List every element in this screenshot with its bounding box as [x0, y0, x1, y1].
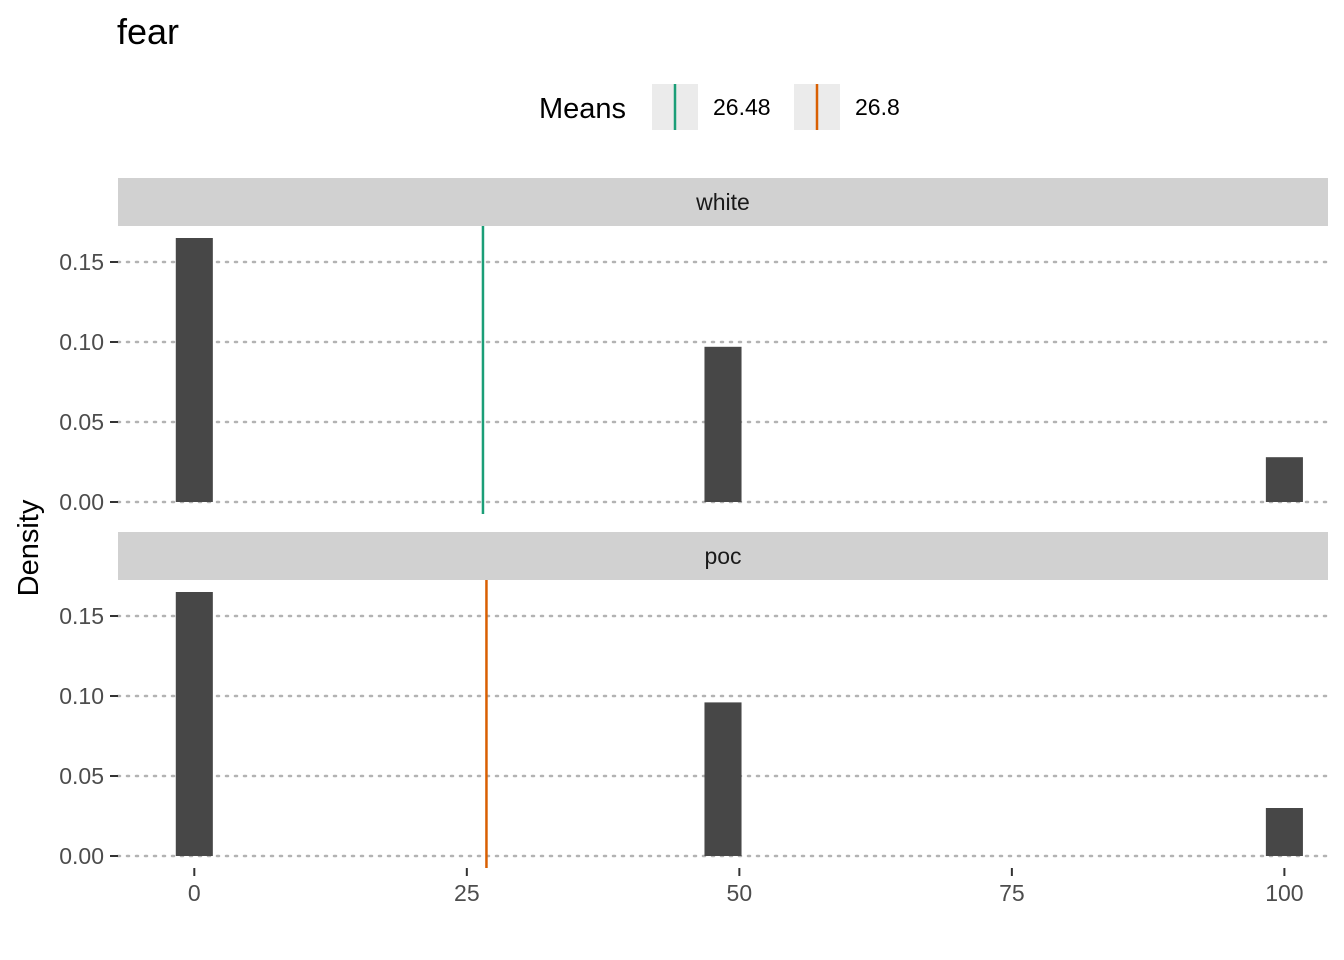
y-axis-label: Density [13, 499, 45, 596]
density-bar [704, 702, 742, 856]
legend-entry: 26.48 [652, 84, 771, 130]
density-bar [704, 346, 742, 502]
y-tick-label: 0.10 [59, 329, 104, 355]
legend-entries: 26.48 26.8 [652, 84, 900, 130]
legend-title: Means [539, 93, 626, 125]
x-axis: 0 25 50 75 100 [188, 868, 1304, 906]
legend-label: 26.48 [713, 94, 771, 120]
chart-title: fear [117, 11, 179, 52]
facet-strip [118, 178, 1328, 226]
density-bar [1265, 808, 1303, 856]
density-bar [175, 238, 213, 502]
x-tick-label: 50 [727, 880, 753, 906]
x-tick-label: 0 [188, 880, 201, 906]
x-tick-label: 100 [1265, 880, 1303, 906]
y-tick-label: 0.00 [59, 843, 104, 869]
facet-strip-label: white [695, 189, 750, 215]
density-bar [1265, 457, 1303, 502]
y-tick-label: 0.00 [59, 489, 104, 515]
legend-label: 26.8 [855, 94, 900, 120]
x-tick-label: 75 [999, 880, 1025, 906]
facet-strip-label: poc [704, 543, 741, 569]
y-tick-label: 0.15 [59, 249, 104, 275]
facet-panel-white: white 0.00 0.05 0.10 0.15 [59, 178, 1330, 515]
facet-strip [118, 532, 1328, 580]
y-tick-label: 0.10 [59, 683, 104, 709]
y-tick-label: 0.15 [59, 603, 104, 629]
panels: white 0.00 0.05 0.10 0.15 poc 0.00 0.05 0.10 0.15 [59, 178, 1330, 869]
density-bar [175, 592, 213, 856]
y-tick-label: 0.05 [59, 763, 104, 789]
legend-entry: 26.8 [794, 84, 900, 130]
x-tick-label: 25 [454, 880, 480, 906]
y-tick-label: 0.05 [59, 409, 104, 435]
facet-panel-poc: poc 0.00 0.05 0.10 0.15 [59, 532, 1330, 869]
legend: Means 26.48 26.8 [539, 84, 900, 130]
